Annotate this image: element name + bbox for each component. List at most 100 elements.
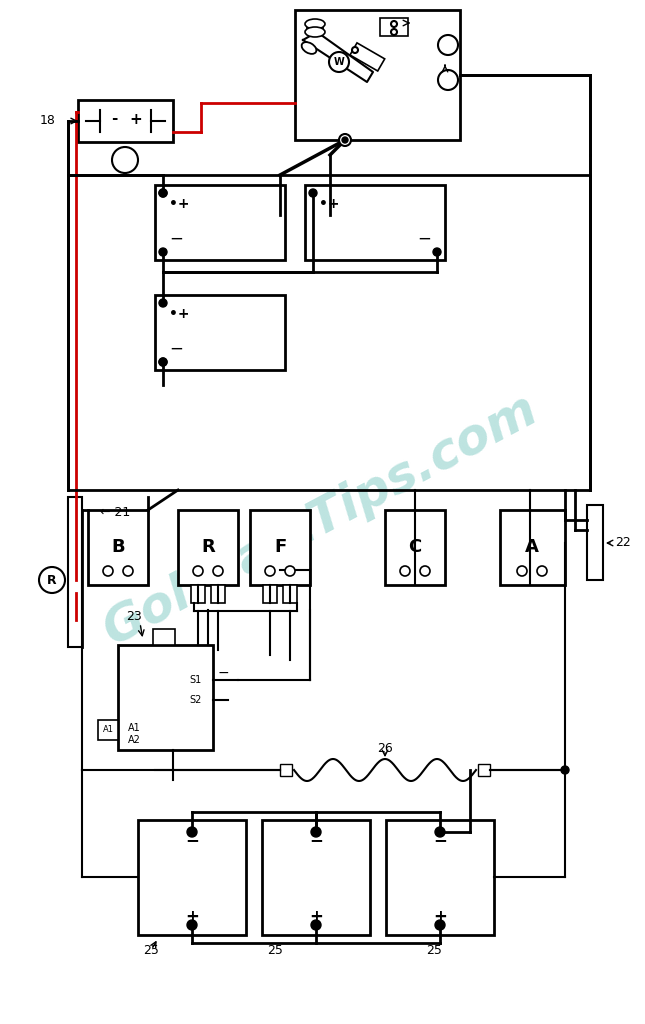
Bar bbox=[191, 585, 205, 603]
Bar bbox=[155, 295, 285, 370]
Circle shape bbox=[159, 248, 167, 256]
Text: 25: 25 bbox=[267, 944, 283, 957]
Circle shape bbox=[123, 566, 133, 575]
Text: −: − bbox=[185, 831, 199, 849]
Text: −: − bbox=[417, 230, 431, 248]
Text: B: B bbox=[111, 538, 125, 556]
Text: 25: 25 bbox=[143, 944, 159, 957]
Text: −: − bbox=[433, 831, 447, 849]
Circle shape bbox=[187, 920, 197, 930]
Text: +: + bbox=[433, 908, 447, 926]
Text: A1: A1 bbox=[128, 723, 141, 733]
Circle shape bbox=[112, 147, 138, 173]
Text: 23: 23 bbox=[126, 610, 142, 624]
Bar bbox=[305, 185, 445, 260]
Bar bbox=[380, 18, 408, 36]
Bar bbox=[295, 10, 460, 140]
Text: -: - bbox=[111, 112, 117, 127]
Text: 18: 18 bbox=[40, 115, 56, 128]
Bar bbox=[587, 505, 603, 580]
Bar bbox=[283, 585, 297, 603]
Circle shape bbox=[309, 189, 317, 197]
Ellipse shape bbox=[305, 19, 325, 29]
Text: R: R bbox=[47, 573, 57, 587]
Circle shape bbox=[159, 358, 167, 366]
Text: −: − bbox=[309, 831, 323, 849]
Circle shape bbox=[159, 358, 167, 366]
Text: GolfCartTips.com: GolfCartTips.com bbox=[95, 385, 546, 655]
Polygon shape bbox=[303, 32, 373, 82]
Bar bbox=[500, 510, 565, 585]
Text: S2: S2 bbox=[189, 695, 201, 705]
Circle shape bbox=[193, 566, 203, 575]
Circle shape bbox=[311, 920, 321, 930]
Circle shape bbox=[342, 137, 348, 143]
Bar bbox=[118, 645, 213, 750]
Text: 22: 22 bbox=[615, 537, 631, 550]
Circle shape bbox=[265, 566, 275, 575]
Circle shape bbox=[103, 566, 113, 575]
Text: +: + bbox=[309, 908, 323, 926]
Text: 26: 26 bbox=[377, 741, 393, 755]
Text: C: C bbox=[408, 538, 422, 556]
Text: R: R bbox=[201, 538, 215, 556]
Bar bbox=[153, 629, 175, 645]
Text: −: − bbox=[169, 230, 183, 248]
Text: A1: A1 bbox=[103, 725, 114, 734]
Circle shape bbox=[400, 566, 410, 575]
Text: W: W bbox=[333, 57, 344, 67]
Circle shape bbox=[329, 52, 349, 72]
Text: −: − bbox=[169, 340, 183, 358]
Bar bbox=[138, 820, 246, 935]
Circle shape bbox=[159, 189, 167, 197]
Text: S1: S1 bbox=[189, 675, 201, 685]
Text: +: + bbox=[185, 908, 199, 926]
Circle shape bbox=[311, 827, 321, 837]
Bar bbox=[211, 585, 225, 603]
Circle shape bbox=[435, 920, 445, 930]
Circle shape bbox=[438, 70, 458, 90]
Circle shape bbox=[159, 189, 167, 197]
Circle shape bbox=[352, 47, 358, 53]
Circle shape bbox=[433, 248, 441, 256]
Text: •+: •+ bbox=[169, 307, 190, 321]
Bar bbox=[250, 510, 310, 585]
Circle shape bbox=[420, 566, 430, 575]
Circle shape bbox=[159, 299, 167, 307]
Circle shape bbox=[537, 566, 547, 575]
Text: A: A bbox=[525, 538, 539, 556]
Bar bbox=[478, 764, 490, 776]
Text: •+: •+ bbox=[319, 197, 339, 211]
Circle shape bbox=[339, 134, 351, 146]
Text: 25: 25 bbox=[426, 944, 442, 957]
Circle shape bbox=[517, 566, 527, 575]
Bar bbox=[78, 100, 173, 142]
Ellipse shape bbox=[305, 27, 325, 37]
Text: ← 21: ← 21 bbox=[100, 507, 130, 519]
Circle shape bbox=[187, 827, 197, 837]
Text: F: F bbox=[274, 538, 286, 556]
Bar bbox=[68, 497, 82, 647]
Bar bbox=[280, 764, 292, 776]
Bar bbox=[98, 720, 118, 740]
Circle shape bbox=[561, 766, 569, 774]
Text: +: + bbox=[130, 112, 143, 127]
Text: −: − bbox=[217, 666, 229, 680]
Bar bbox=[350, 43, 384, 71]
Circle shape bbox=[39, 567, 65, 593]
Circle shape bbox=[213, 566, 223, 575]
Circle shape bbox=[435, 827, 445, 837]
Circle shape bbox=[391, 29, 397, 35]
Circle shape bbox=[285, 566, 295, 575]
Circle shape bbox=[391, 22, 397, 27]
Bar bbox=[155, 185, 285, 260]
Bar bbox=[178, 510, 238, 585]
Circle shape bbox=[438, 35, 458, 55]
Text: A2: A2 bbox=[128, 735, 141, 745]
Ellipse shape bbox=[302, 42, 316, 54]
Bar bbox=[385, 510, 445, 585]
Text: R: R bbox=[120, 154, 130, 167]
Bar bbox=[263, 585, 277, 603]
Bar bbox=[307, 24, 323, 32]
Bar bbox=[386, 820, 494, 935]
